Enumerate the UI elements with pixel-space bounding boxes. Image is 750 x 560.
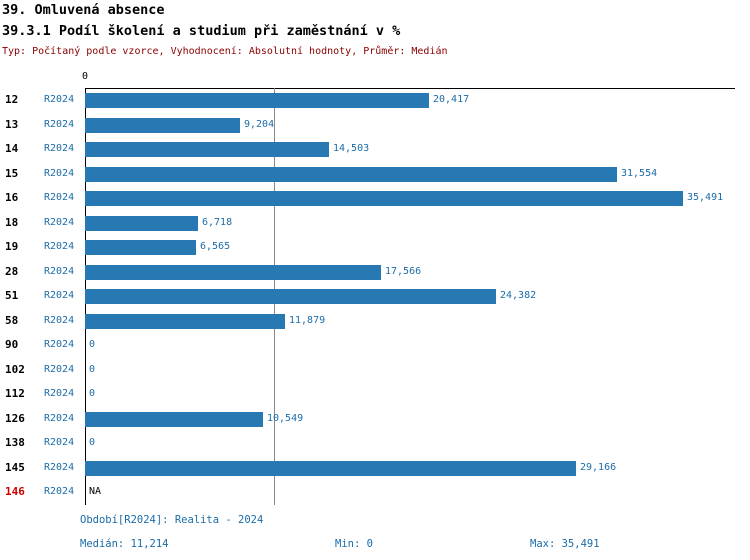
row-category-label: 126: [5, 411, 25, 425]
footer-min: Min: 0: [335, 538, 373, 550]
row-series-label: R2024: [44, 143, 75, 155]
bar-value-label: 35,491: [687, 192, 724, 204]
bar-value-label: 17,566: [385, 265, 422, 277]
bar: [85, 460, 576, 476]
axis-tick-zero: 0: [81, 71, 89, 82]
row-category-label: 14: [5, 142, 19, 156]
bar-row: 14 R2024 14,503: [0, 137, 750, 162]
row-category-label: 18: [5, 215, 19, 229]
row-category-label: 28: [5, 264, 19, 278]
bar-value-label: 14,503: [333, 143, 370, 155]
row-category-label: 12: [5, 93, 19, 106]
bar-value-label: 6,565: [200, 241, 231, 253]
bar-row: 19 R2024 6,565: [0, 235, 750, 260]
row-category-label: 146: [5, 485, 25, 499]
row-category-label: 58: [5, 313, 19, 327]
bar: [85, 264, 381, 280]
row-series-label: R2024: [44, 167, 75, 179]
bar-value-label: 6,718: [202, 216, 233, 228]
bar-value-label: 0: [89, 363, 96, 375]
bar-value-label: 10,549: [267, 412, 304, 424]
footer-max: Max: 35,491: [530, 538, 600, 550]
bar-value-label: 0: [89, 339, 96, 351]
row-category-label: 15: [5, 166, 19, 180]
bar-value-label: 0: [89, 388, 96, 400]
bar-value-label: NA: [89, 486, 102, 498]
row-series-label: R2024: [44, 118, 75, 130]
bar-row: 15 R2024 31,554: [0, 162, 750, 187]
bar: [85, 289, 496, 305]
row-series-label: R2024: [44, 486, 75, 498]
bar: [85, 411, 263, 427]
bar: [85, 191, 683, 207]
bar-row: 102 R2024 0: [0, 358, 750, 383]
bar-row: 138 R2024 0: [0, 431, 750, 456]
row-series-label: R2024: [44, 192, 75, 204]
bar: [85, 166, 617, 182]
row-series-label: R2024: [44, 437, 75, 449]
row-series-label: R2024: [44, 241, 75, 253]
bar-row: 145 R2024 29,166: [0, 456, 750, 481]
bar-row: 12 R2024 20,417: [0, 88, 750, 113]
bar-row: 126 R2024 10,549: [0, 407, 750, 432]
bar-row: 112 R2024 0: [0, 382, 750, 407]
bar-row: 58 R2024 11,879: [0, 309, 750, 334]
row-series-label: R2024: [44, 94, 75, 105]
bar: [85, 215, 198, 231]
bar: [85, 142, 329, 158]
report-section-title: 39. Omluvená absence: [2, 2, 165, 18]
bar: [85, 117, 240, 133]
bar: [85, 93, 429, 108]
bar-value-label: 31,554: [621, 167, 658, 179]
row-series-label: R2024: [44, 339, 75, 351]
bar-row: 146 R2024 NA: [0, 480, 750, 505]
bar: [85, 240, 196, 256]
row-series-label: R2024: [44, 461, 75, 473]
bar-value-label: 0: [89, 437, 96, 449]
bar-row: 18 R2024 6,718: [0, 211, 750, 236]
footer-period: Období[R2024]: Realita - 2024: [80, 514, 264, 526]
chart-subtitle: Typ: Počítaný podle vzorce, Vyhodnocení:…: [2, 46, 448, 57]
row-category-label: 90: [5, 338, 19, 352]
chart-title: 39.3.1 Podíl školení a studium při zaměs…: [2, 23, 401, 39]
bar-value-label: 9,204: [244, 118, 275, 130]
row-category-label: 19: [5, 240, 19, 254]
bar-value-label: 29,166: [580, 461, 617, 473]
row-series-label: R2024: [44, 314, 75, 326]
bar-row: 51 R2024 24,382: [0, 284, 750, 309]
footer-median: Medián: 11,214: [80, 538, 169, 550]
bar-value-label: 24,382: [500, 290, 537, 302]
bar-row: 16 R2024 35,491: [0, 186, 750, 211]
bar-row: 13 R2024 9,204: [0, 113, 750, 138]
row-category-label: 16: [5, 191, 19, 205]
row-series-label: R2024: [44, 216, 75, 228]
bar: [85, 313, 285, 329]
row-series-label: R2024: [44, 290, 75, 302]
bar-value-label: 20,417: [433, 94, 470, 105]
row-series-label: R2024: [44, 363, 75, 375]
row-category-label: 51: [5, 289, 19, 303]
bar-row: 28 R2024 17,566: [0, 260, 750, 285]
row-category-label: 13: [5, 117, 19, 131]
row-category-label: 112: [5, 387, 25, 401]
row-category-label: 102: [5, 362, 25, 376]
row-category-label: 138: [5, 436, 25, 450]
row-series-label: R2024: [44, 412, 75, 424]
row-series-label: R2024: [44, 265, 75, 277]
x-axis-line: [85, 88, 735, 89]
row-category-label: 145: [5, 460, 25, 474]
row-series-label: R2024: [44, 388, 75, 400]
bar-row: 90 R2024 0: [0, 333, 750, 358]
bar-value-label: 11,879: [289, 314, 326, 326]
